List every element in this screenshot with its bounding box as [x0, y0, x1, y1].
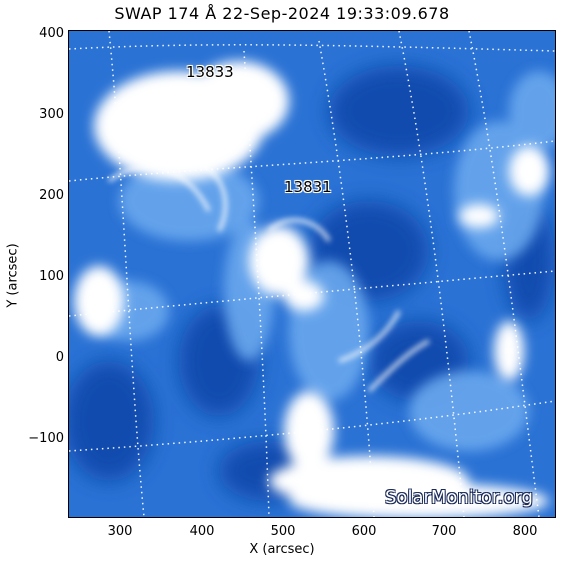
image-title: SWAP 174 Å 22-Sep-2024 19:33:09.678 [114, 4, 450, 23]
y-tick-label: 300 [39, 107, 64, 122]
watermark: SolarMonitor.org [385, 487, 533, 508]
x-tick-label: 600 [351, 524, 377, 539]
x-tick-label: 300 [107, 524, 133, 539]
y-tick-label: −100 [28, 431, 64, 446]
x-tick-label: 800 [512, 524, 538, 539]
x-tick-label: 700 [431, 524, 457, 539]
x-tick-label: 400 [189, 524, 215, 539]
x-tick-label: 500 [270, 524, 296, 539]
solar-image [69, 31, 555, 517]
active-region-label: 13833 [186, 63, 234, 81]
solar-image-panel [68, 30, 556, 518]
y-tick-label: 0 [55, 350, 64, 365]
y-tick-label: 100 [39, 269, 64, 284]
active-region-label: 13831 [284, 178, 332, 196]
y-tick-label: 200 [39, 188, 64, 203]
y-tick-label: 400 [39, 26, 64, 41]
x-axis-label: X (arcsec) [249, 542, 315, 557]
y-axis-label: Y (arcsec) [5, 243, 21, 308]
